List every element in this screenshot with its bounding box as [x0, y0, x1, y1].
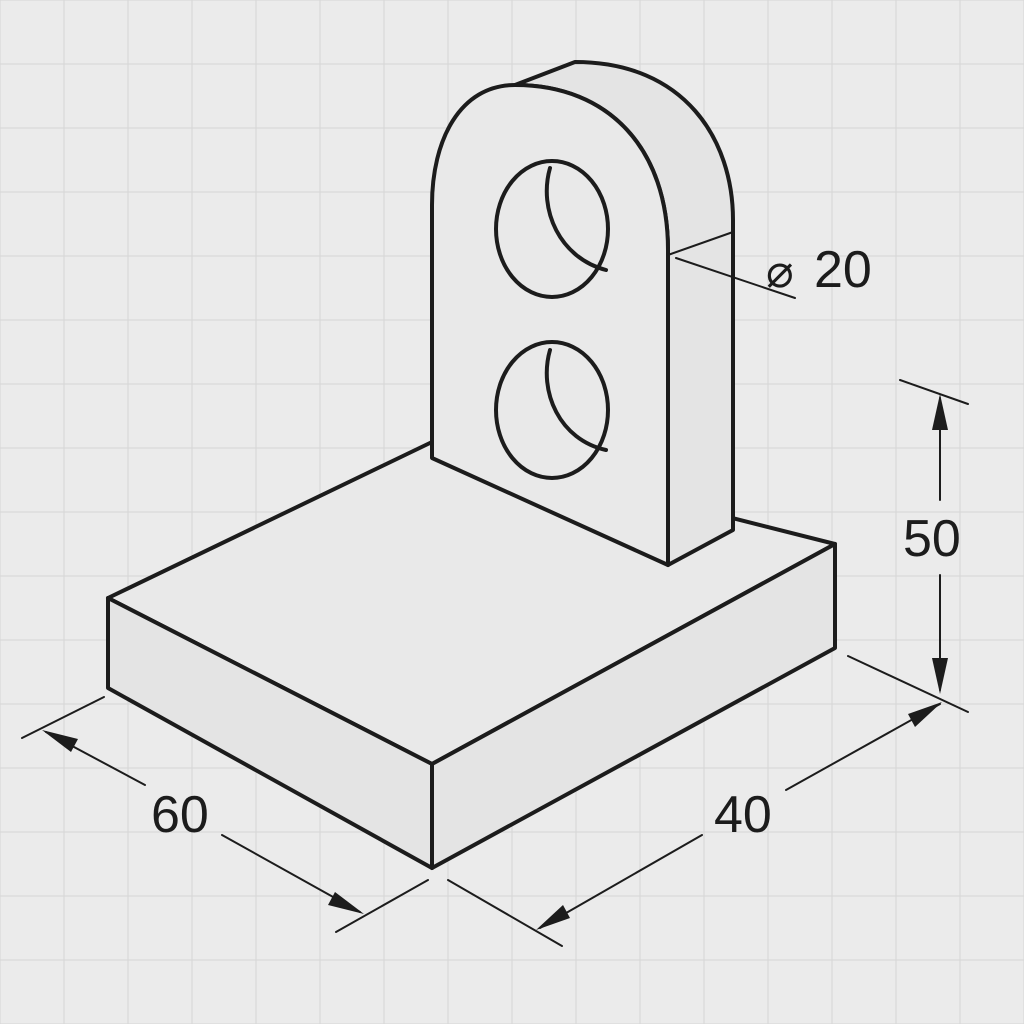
diameter-value: 20 [814, 241, 872, 299]
width-extension-left [447, 879, 563, 947]
upper-hole [494, 159, 610, 299]
width-dimension: 40 [447, 702, 942, 947]
lug-tangent-edge [667, 231, 734, 256]
length-dimension: 60 [21, 696, 429, 933]
lower-hole-inner-edge [544, 348, 608, 452]
length-value: 60 [151, 786, 209, 844]
height-arrow-top [932, 394, 948, 430]
height-extension-top [899, 379, 969, 405]
length-arrow-left [42, 730, 78, 752]
height-dimension: 50 [847, 379, 969, 713]
width-arrow-left [536, 905, 570, 930]
base-front-right-face [430, 542, 837, 870]
diameter-callout: ⌀ 20 [675, 241, 872, 299]
upper-hole-inner-edge [544, 166, 608, 272]
lower-hole [494, 340, 610, 480]
diameter-leader-line [675, 257, 796, 299]
height-extension-bottom [847, 655, 969, 713]
height-arrow-bottom [932, 658, 948, 694]
length-arrow-right [328, 892, 364, 914]
length-extension-left [21, 696, 105, 739]
upright-lug [430, 60, 735, 567]
height-value: 50 [903, 510, 961, 568]
length-extension-right [335, 879, 429, 933]
width-arrow-right [908, 702, 942, 727]
width-value: 40 [714, 786, 772, 844]
diameter-symbol: ⌀ [766, 245, 794, 297]
lug-front-face [430, 83, 670, 567]
